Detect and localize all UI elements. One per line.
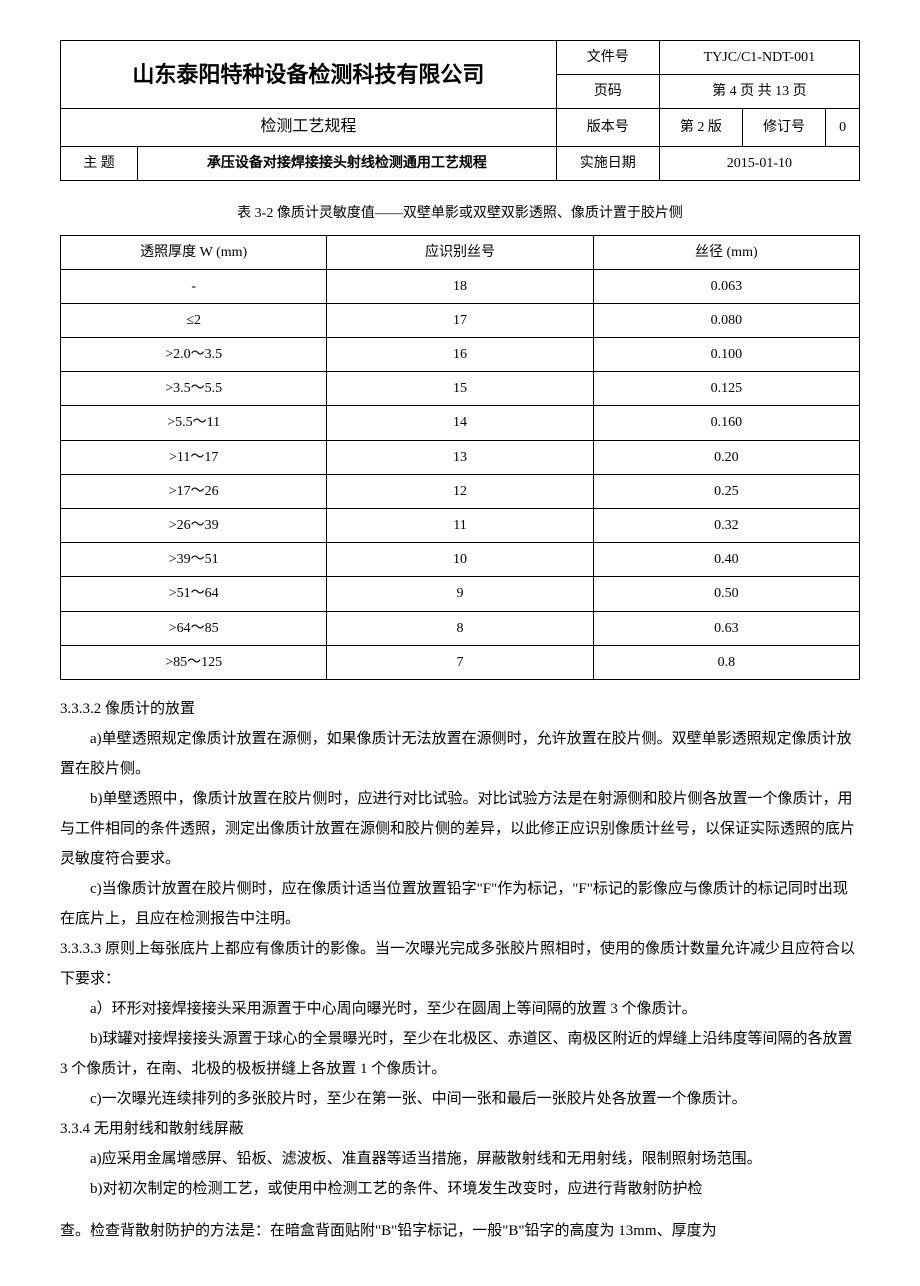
table-cell: >5.5～11	[61, 406, 327, 440]
table-cell: -	[61, 269, 327, 303]
table-cell: 11	[327, 509, 593, 543]
para-a1: a)单壁透照规定像质计放置在源侧，如果像质计无法放置在源侧时，允许放置在胶片侧。…	[60, 724, 860, 784]
table-row: -180.063	[61, 269, 860, 303]
table-cell: 0.50	[593, 577, 859, 611]
document-header-table: 山东泰阳特种设备检测科技有限公司 文件号 TYJC/C1-NDT-001 页码 …	[60, 40, 860, 181]
table-cell: 0.25	[593, 474, 859, 508]
table-cell: >39～51	[61, 543, 327, 577]
topic-label: 主 题	[61, 147, 138, 181]
table-cell: 0.125	[593, 372, 859, 406]
table-cell: 0.160	[593, 406, 859, 440]
rev: 0	[826, 109, 860, 147]
company-name: 山东泰阳特种设备检测科技有限公司	[61, 41, 557, 109]
table-row: >3.5～5.5150.125	[61, 372, 860, 406]
table-cell: 8	[327, 611, 593, 645]
table-row: >85～12570.8	[61, 645, 860, 679]
table-cell: 15	[327, 372, 593, 406]
version: 第 2 版	[659, 109, 742, 147]
para-last: 查。检查背散射防护的方法是：在暗盒背面贴附"B"铅字标记，一般"B"铅字的高度为…	[60, 1216, 860, 1246]
table-col2-header: 应识别丝号	[327, 235, 593, 269]
para-a3: a)应采用金属增感屏、铅板、滤波板、准直器等适当措施，屏蔽散射线和无用射线，限制…	[60, 1144, 860, 1174]
table-cell: >11～17	[61, 440, 327, 474]
table-cell: ≤2	[61, 303, 327, 337]
section-3332: 3.3.3.2 像质计的放置	[60, 694, 860, 724]
para-b1: b)单壁透照中，像质计放置在胶片侧时，应进行对比试验。对比试验方法是在射源侧和胶…	[60, 784, 860, 874]
version-label: 版本号	[556, 109, 659, 147]
para-a2: a）环形对接焊接接头采用源置于中心周向曝光时，至少在圆周上等间隔的放置 3 个像…	[60, 994, 860, 1024]
table-cell: >3.5～5.5	[61, 372, 327, 406]
table-cell: >17～26	[61, 474, 327, 508]
table-cell: 0.20	[593, 440, 859, 474]
doc-no: TYJC/C1-NDT-001	[659, 41, 859, 75]
table-col3-header: 丝径 (mm)	[593, 235, 859, 269]
para-b2: b)球罐对接焊接接头源置于球心的全景曝光时，至少在北极区、赤道区、南极区附近的焊…	[60, 1024, 860, 1084]
rev-label: 修订号	[742, 109, 825, 147]
table-cell: 9	[327, 577, 593, 611]
table-row: ≤2170.080	[61, 303, 860, 337]
table-cell: 7	[327, 645, 593, 679]
topic-content: 承压设备对接焊接接头射线检测通用工艺规程	[138, 147, 557, 181]
table-cell: 18	[327, 269, 593, 303]
table-cell: 17	[327, 303, 593, 337]
table-cell: 0.080	[593, 303, 859, 337]
table-cell: 0.32	[593, 509, 859, 543]
page-info: 第 4 页 共 13 页	[659, 75, 859, 109]
table-cell: 0.63	[593, 611, 859, 645]
table-cell: 0.8	[593, 645, 859, 679]
table-cell: 16	[327, 338, 593, 372]
table-row: >51～6490.50	[61, 577, 860, 611]
table-cell: 10	[327, 543, 593, 577]
section-3333: 3.3.3.3 原则上每张底片上都应有像质计的影像。当一次曝光完成多张胶片照相时…	[60, 934, 860, 994]
table-col1-header: 透照厚度 W (mm)	[61, 235, 327, 269]
table-row: >39～51100.40	[61, 543, 860, 577]
table-cell: >26～39	[61, 509, 327, 543]
document-subtitle: 检测工艺规程	[61, 109, 557, 147]
table-row: >64～8580.63	[61, 611, 860, 645]
body-text: 3.3.3.2 像质计的放置 a)单壁透照规定像质计放置在源侧，如果像质计无法放…	[60, 694, 860, 1246]
para-b3: b)对初次制定的检测工艺，或使用中检测工艺的条件、环境发生改变时，应进行背散射防…	[60, 1174, 860, 1204]
sensitivity-data-table: 透照厚度 W (mm) 应识别丝号 丝径 (mm) -180.063≤2170.…	[60, 235, 860, 680]
date: 2015-01-10	[659, 147, 859, 181]
para-c1: c)当像质计放置在胶片侧时，应在像质计适当位置放置铅字"F"作为标记，"F"标记…	[60, 874, 860, 934]
table-row: >17～26120.25	[61, 474, 860, 508]
table-cell: >85～125	[61, 645, 327, 679]
table-row: >2.0～3.5160.100	[61, 338, 860, 372]
table-row: >26～39110.32	[61, 509, 860, 543]
table-cell: 0.063	[593, 269, 859, 303]
table-row: >11～17130.20	[61, 440, 860, 474]
table-caption: 表 3-2 像质计灵敏度值——双壁单影或双壁双影透照、像质计置于胶片侧	[60, 201, 860, 226]
table-cell: 0.100	[593, 338, 859, 372]
para-c2: c)一次曝光连续排列的多张胶片时，至少在第一张、中间一张和最后一张胶片处各放置一…	[60, 1084, 860, 1114]
table-cell: >51～64	[61, 577, 327, 611]
table-cell: 12	[327, 474, 593, 508]
table-cell: 13	[327, 440, 593, 474]
table-cell: 14	[327, 406, 593, 440]
table-cell: >64～85	[61, 611, 327, 645]
table-cell: >2.0～3.5	[61, 338, 327, 372]
date-label: 实施日期	[556, 147, 659, 181]
table-row: >5.5～11140.160	[61, 406, 860, 440]
page-label: 页码	[556, 75, 659, 109]
table-cell: 0.40	[593, 543, 859, 577]
doc-no-label: 文件号	[556, 41, 659, 75]
section-334: 3.3.4 无用射线和散射线屏蔽	[60, 1114, 860, 1144]
